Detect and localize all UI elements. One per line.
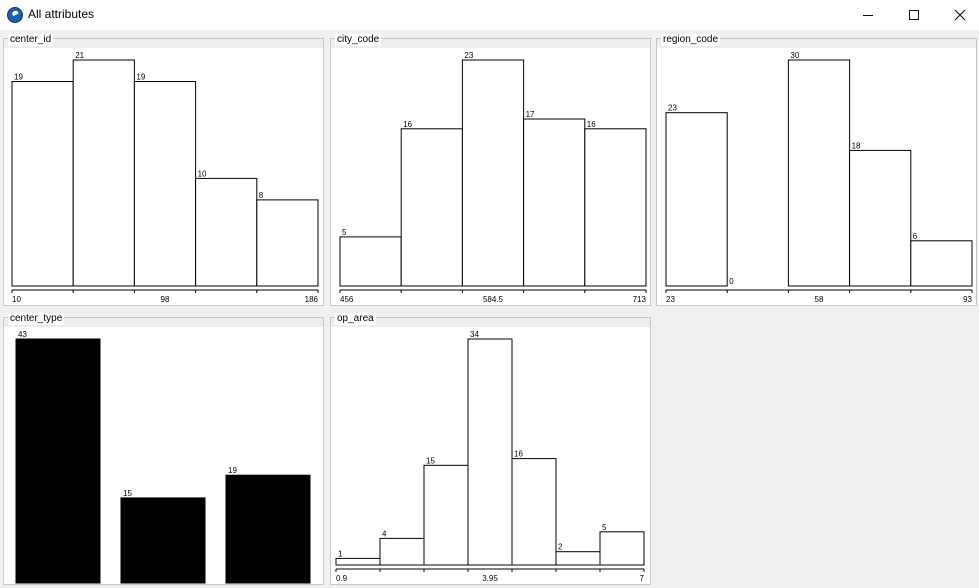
bar-count-label: 17 <box>526 110 535 119</box>
x-axis-tick-label: 584.5 <box>483 295 504 304</box>
bar-count-label: 15 <box>426 456 435 465</box>
histogram-panel-region-code: region_code 23 0 30 18 6 23 58 93 <box>656 34 977 306</box>
minimize-icon <box>863 15 873 16</box>
x-axis-tick-label: 23 <box>666 295 675 304</box>
bar-count-label: 1 <box>338 549 343 558</box>
bar-count-label: 5 <box>342 228 347 237</box>
window-title: All attributes <box>28 7 95 21</box>
bar-count-label: 10 <box>198 169 207 178</box>
histogram-bar <box>400 128 463 287</box>
panel-title: center_type <box>8 313 65 325</box>
title-bar: All attributes <box>0 0 979 30</box>
histogram-panel-op-area: op_area 1 4 15 34 16 2 5 0.9 3.95 7 <box>330 313 651 585</box>
bar-count-label: 23 <box>668 104 677 113</box>
panel-title: op_area <box>335 313 376 325</box>
histogram-bar <box>11 81 74 287</box>
histogram-bar <box>787 59 851 287</box>
histogram-bar <box>256 199 319 287</box>
x-axis-tick-label: 186 <box>305 295 319 304</box>
panel-header <box>331 318 650 327</box>
close-icon <box>954 9 966 21</box>
histogram-bar <box>555 551 601 566</box>
bar-count-label: 5 <box>602 523 607 532</box>
close-button[interactable] <box>937 0 979 30</box>
histogram-bar <box>584 128 647 287</box>
bar-count-label: 18 <box>852 141 861 150</box>
bar-count-label: 21 <box>75 51 84 60</box>
bar-count-label: 6 <box>913 232 918 241</box>
histogram-bar <box>225 474 311 584</box>
bar-count-label: 19 <box>14 73 23 82</box>
x-axis-tick-label: 0.9 <box>336 574 348 583</box>
bar-count-label: 30 <box>790 51 799 60</box>
x-axis-tick-label: 93 <box>963 295 972 304</box>
histogram-bar <box>467 338 513 566</box>
minimize-button[interactable] <box>845 0 891 30</box>
maximize-button[interactable] <box>891 0 937 30</box>
histogram-city-code: 5 16 23 17 16 456 584.5 713 <box>339 51 647 304</box>
histogram-bar <box>72 59 135 287</box>
histogram-bar <box>511 458 557 566</box>
histogram-bar <box>423 464 469 566</box>
bar-count-label: 16 <box>514 450 523 459</box>
bar-count-label: 16 <box>587 120 596 129</box>
x-axis-tick-label: 10 <box>12 295 21 304</box>
histogram-bar <box>599 531 645 566</box>
histogram-panel-center-id: center_id 19 21 19 10 8 10 98 186 <box>3 34 324 306</box>
histogram-bar <box>335 557 381 566</box>
histogram-center-type: 43 15 19 <box>15 330 311 584</box>
panel-title: region_code <box>661 34 721 46</box>
bar-count-label: 4 <box>382 529 387 538</box>
bar-count-label: 8 <box>259 191 264 200</box>
histogram-bar <box>15 338 101 584</box>
histogram-bar <box>461 59 525 287</box>
bar-count-label: 19 <box>136 73 145 82</box>
maximize-icon <box>909 10 919 20</box>
x-axis-tick-label: 7 <box>640 574 645 583</box>
bar-count-label: 23 <box>464 51 473 60</box>
panel-header <box>4 318 323 327</box>
histogram-bar <box>665 112 728 287</box>
x-axis-tick-label: 713 <box>633 295 647 304</box>
x-axis-tick-label: 98 <box>161 295 170 304</box>
x-axis-tick-label: 58 <box>815 295 824 304</box>
histogram-bar <box>849 149 912 287</box>
histogram-op-area: 1 4 15 34 16 2 5 0.9 3.95 7 <box>335 330 645 583</box>
histogram-panel-city-code: city_code 5 16 23 17 16 456 584.5 713 <box>330 34 651 306</box>
x-axis-tick-label: 456 <box>340 295 354 304</box>
histogram-center-id: 19 21 19 10 8 10 98 186 <box>11 51 319 304</box>
app-globe-icon <box>7 7 23 23</box>
histogram-region-code: 23 0 30 18 6 23 58 93 <box>665 51 973 304</box>
panel-header <box>4 39 323 48</box>
bar-count-label: 0 <box>729 277 734 286</box>
histogram-bar <box>133 81 197 287</box>
histogram-bar <box>379 537 425 566</box>
bar-count-label: 34 <box>470 330 479 339</box>
bar-count-label: 2 <box>558 543 563 552</box>
bar-count-label: 19 <box>228 466 237 475</box>
histogram-bar <box>195 177 258 287</box>
histogram-bar <box>120 497 206 584</box>
x-axis-tick-label: 3.95 <box>482 574 498 583</box>
panel-title: center_id <box>8 34 54 46</box>
histogram-bar <box>523 118 586 287</box>
histogram-bar <box>910 240 973 287</box>
histogram-bar <box>339 236 402 287</box>
histogram-panel-center-type: center_type 43 15 19 <box>3 313 324 585</box>
panel-title: city_code <box>335 34 382 46</box>
panel-header <box>657 39 976 48</box>
bar-count-label: 15 <box>123 489 132 498</box>
bar-count-label: 16 <box>403 120 412 129</box>
panel-header <box>331 39 650 48</box>
bar-count-label: 43 <box>18 330 27 339</box>
